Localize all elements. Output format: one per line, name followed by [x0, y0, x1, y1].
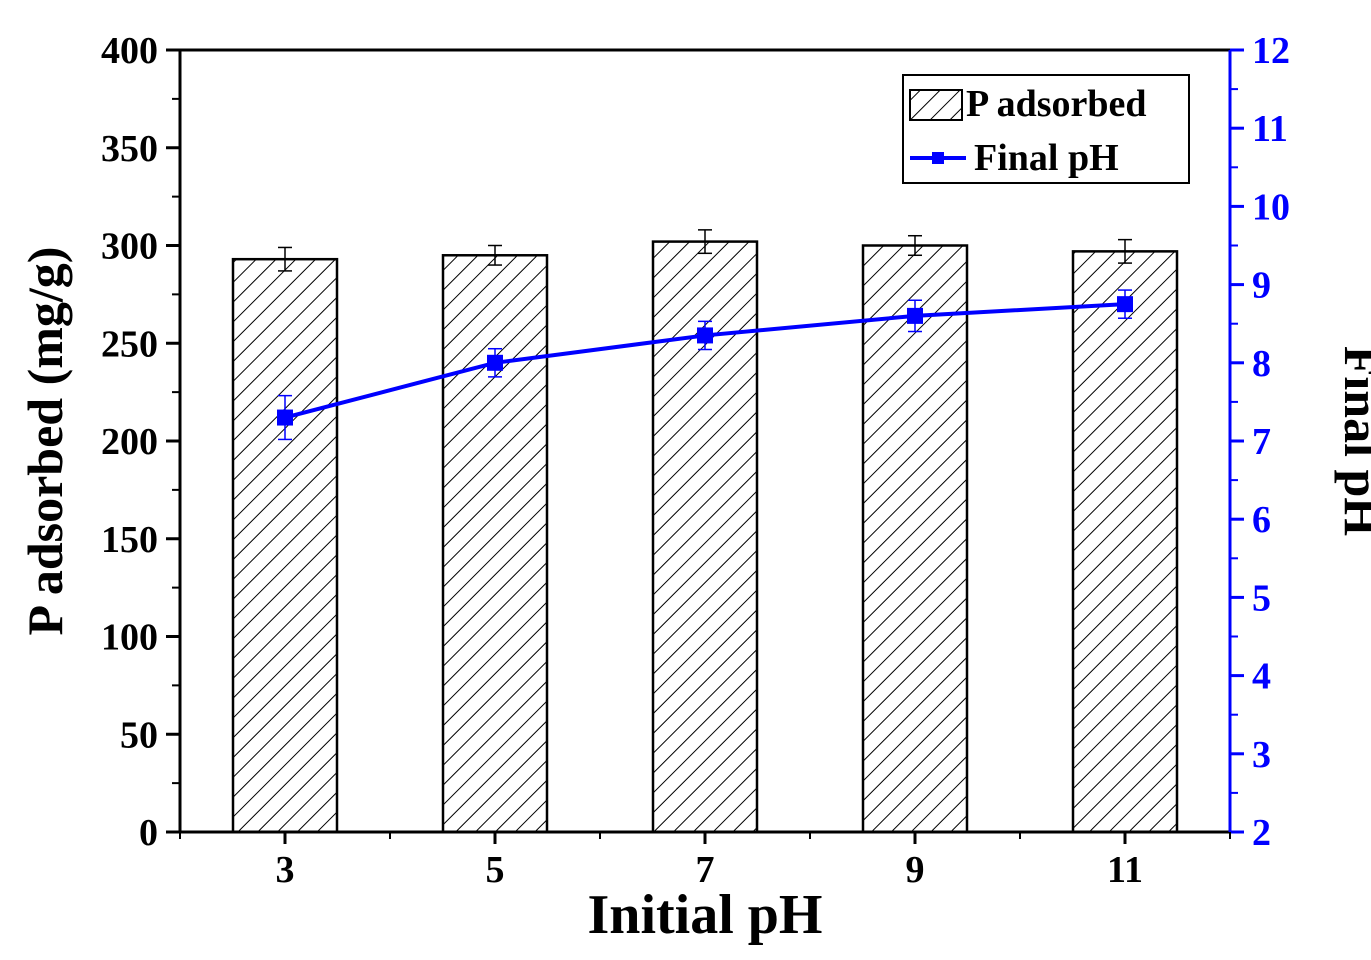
- x-tick-label-11: 11: [1107, 849, 1143, 891]
- x-tick-label-5: 5: [486, 849, 505, 891]
- right-y-tick-label-4: 4: [1252, 656, 1271, 698]
- final-ph-point-5: [487, 354, 503, 371]
- final-ph-series-layer: [277, 289, 1133, 441]
- final-ph-point-3: [277, 409, 293, 426]
- final-ph-point-9: [907, 307, 923, 324]
- right-y-tick-label-2: 2: [1252, 812, 1271, 854]
- right-y-axis: 2 3 4 5 6 7 8 9 10 11 12: [1228, 30, 1290, 854]
- right-y-tick-label-9: 9: [1252, 265, 1271, 307]
- bar-3: [231, 257, 339, 834]
- bar-9: [861, 244, 969, 834]
- x-axis: 3 5 7 9 11: [179, 832, 1231, 891]
- x-tick-label-7: 7: [696, 849, 715, 891]
- legend: P adsorbed Final pH: [902, 74, 1190, 184]
- final-ph-point-11: [1117, 296, 1133, 313]
- x-tick-label-3: 3: [276, 849, 295, 891]
- left-y-tick-label-150: 150: [101, 519, 158, 561]
- left-y-axis-title: P adsorbed (mg/g): [17, 247, 73, 636]
- x-axis-title: Initial pH: [588, 884, 823, 946]
- x-tick-label-9: 9: [906, 849, 925, 891]
- right-y-tick-label-6: 6: [1252, 499, 1271, 541]
- left-y-tick-label-250: 250: [101, 323, 158, 365]
- final-ph-point-7: [697, 327, 713, 344]
- right-y-tick-label-10: 10: [1252, 186, 1290, 228]
- legend-square-marker-icon: [932, 152, 944, 164]
- right-y-tick-label-12: 12: [1252, 30, 1290, 72]
- right-y-tick-label-3: 3: [1252, 734, 1271, 776]
- left-y-tick-label-0: 0: [139, 812, 158, 854]
- right-y-tick-label-7: 7: [1252, 421, 1271, 463]
- right-y-axis-title: Final pH: [1334, 346, 1371, 536]
- legend-label-p-adsorbed: P adsorbed: [966, 83, 1147, 125]
- right-y-tick-label-5: 5: [1252, 577, 1271, 619]
- left-y-tick-label-200: 200: [101, 421, 158, 463]
- left-y-tick-label-350: 350: [101, 128, 158, 170]
- right-y-tick-label-11: 11: [1252, 108, 1288, 150]
- left-y-tick-label-400: 400: [101, 30, 158, 72]
- bars-layer: [231, 229, 1179, 834]
- bar-11: [1071, 250, 1179, 834]
- left-y-tick-label-300: 300: [101, 226, 158, 268]
- bar-5: [441, 254, 549, 834]
- legend-label-final-ph: Final pH: [974, 137, 1119, 179]
- right-y-tick-label-8: 8: [1252, 343, 1271, 385]
- left-y-tick-label-100: 100: [101, 617, 158, 659]
- legend-bar-swatch: [909, 89, 963, 121]
- left-y-axis: 0 50 100 150 200 250 300 350 400: [101, 30, 180, 854]
- left-y-tick-label-50: 50: [120, 714, 158, 756]
